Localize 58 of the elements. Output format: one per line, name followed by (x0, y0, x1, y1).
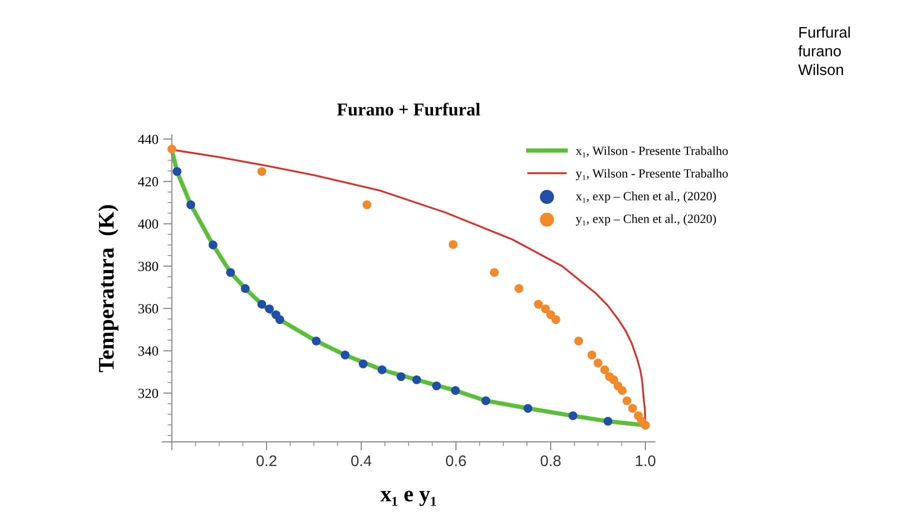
legend-label: x₁, Wilson - Presente Trabalho (576, 146, 728, 158)
y-tick-label: 440 (138, 134, 158, 144)
point (167, 144, 176, 154)
y-tick-label: 420 (138, 177, 158, 186)
x-tick-label: 0.4 (351, 455, 372, 466)
point (574, 336, 584, 346)
point (186, 200, 196, 210)
point (362, 200, 372, 210)
point (481, 396, 490, 406)
point (534, 300, 543, 309)
y-tick-label: 360 (138, 304, 158, 314)
point (432, 382, 441, 390)
point (551, 315, 560, 324)
x-tick-label: 0.8 (540, 455, 561, 466)
y-tick-label: 400 (138, 219, 158, 229)
point (340, 350, 350, 360)
chart-title: Furano + Furfural (337, 102, 480, 116)
point (275, 315, 284, 324)
point (524, 404, 532, 413)
point (640, 420, 650, 430)
point (257, 300, 266, 309)
point (609, 375, 618, 384)
point (208, 240, 218, 250)
point (490, 268, 499, 277)
point (451, 386, 460, 395)
legend-label: x₁, exp – Chen et al., (2020) (576, 192, 716, 203)
point (226, 268, 235, 277)
point (594, 358, 602, 368)
point (172, 167, 182, 176)
point (264, 304, 274, 314)
point (448, 240, 458, 249)
y-tick-label: 340 (138, 346, 158, 356)
point (618, 386, 627, 395)
y-tick-label: 320 (138, 388, 158, 398)
point (622, 396, 632, 406)
x-tick-label: 1.0 (636, 455, 656, 466)
point (378, 365, 386, 374)
point (312, 336, 321, 346)
point (541, 304, 550, 314)
point (628, 404, 637, 413)
point (396, 372, 406, 381)
point (568, 411, 578, 420)
legend-label: y₁, Wilson - Presente Trabalho (576, 168, 728, 180)
point (240, 284, 250, 293)
x-tick-label: 0.2 (256, 455, 276, 466)
point (600, 365, 610, 374)
x-axis-title: x₁ e y₁ (380, 490, 436, 506)
point (358, 360, 368, 368)
point (412, 375, 422, 384)
point (257, 167, 266, 176)
point (604, 416, 612, 426)
y-tick-label: 380 (138, 262, 158, 272)
point (514, 284, 524, 293)
text: Furfural furano Wilson (798, 26, 850, 76)
y-axis-title: Temperatura (K) (98, 205, 118, 372)
x-tick-label: 0.6 (446, 455, 466, 466)
legend-label: y₁, exp – Chen et al., (2020) (576, 214, 716, 226)
point (587, 350, 596, 360)
